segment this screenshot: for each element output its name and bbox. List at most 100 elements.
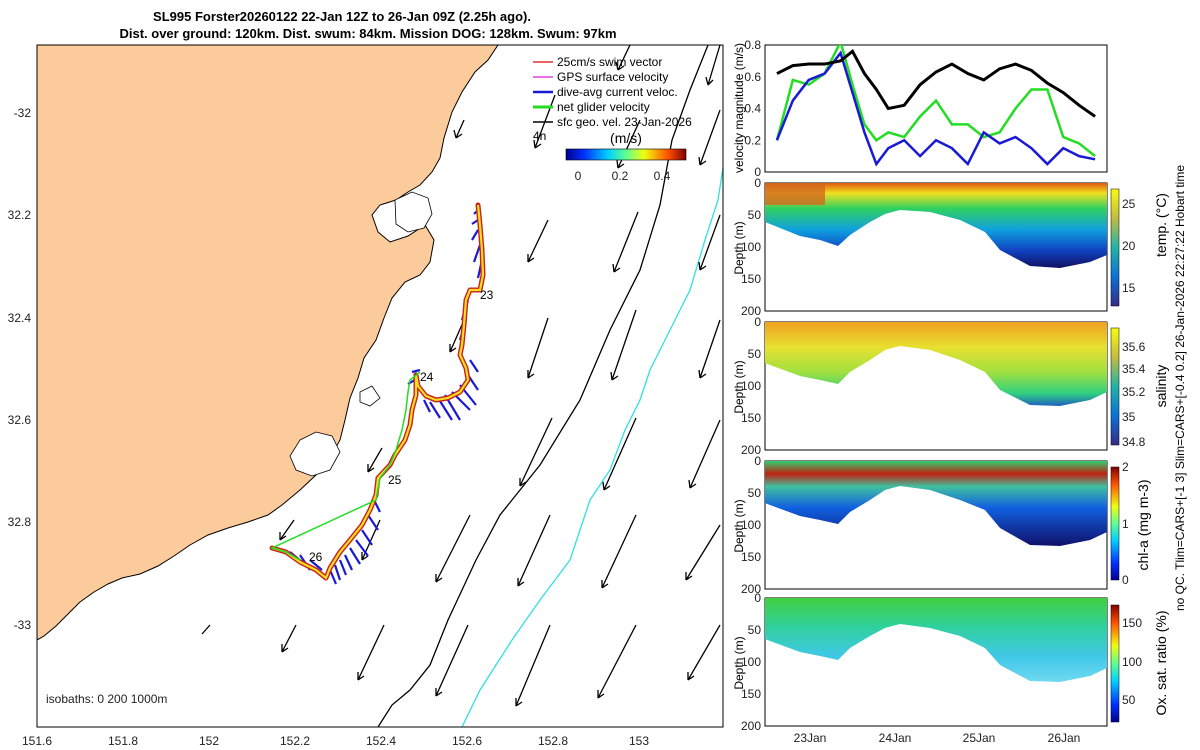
velocity-y-ticks: 0 0.2 0.4 0.6 0.8 bbox=[744, 38, 761, 179]
net-glider-velocity-line bbox=[269, 371, 421, 561]
temp-cbar-tick: 20 bbox=[1122, 239, 1136, 253]
velocity-ylabel: velocity magnitude (m/s) bbox=[732, 43, 746, 173]
sal-section bbox=[765, 322, 1107, 406]
ox-cbar-tick: 100 bbox=[1122, 655, 1142, 669]
ox-section bbox=[765, 598, 1107, 682]
ox-cbar-tick: 150 bbox=[1122, 616, 1142, 630]
legend-4h: 4h bbox=[533, 129, 546, 143]
sal-cbar-tick: 35.2 bbox=[1122, 385, 1146, 399]
legend-net: net glider velocity bbox=[557, 100, 650, 114]
depth-tick: 200 bbox=[741, 719, 761, 733]
day-label-25: 25 bbox=[388, 473, 402, 487]
ox-depth-label: Depth (m) bbox=[732, 636, 746, 689]
map-xtick: 152 bbox=[199, 734, 219, 748]
depth-ticks: 0 50 100 150 200 0 50 100 150 200 0 50 1… bbox=[741, 176, 761, 733]
depth-tick: 50 bbox=[748, 347, 762, 361]
velocity-series-line-1 bbox=[775, 45, 1096, 158]
temperature-panel bbox=[764, 182, 1108, 312]
date-tick: 23Jan bbox=[794, 731, 827, 745]
legend-units: (m/s) bbox=[610, 130, 642, 146]
velocity-ytick: 0 bbox=[754, 165, 761, 179]
map-ytick: 32.6 bbox=[8, 413, 32, 427]
map-xtick: 151.6 bbox=[22, 734, 52, 748]
title-line2: Dist. over ground: 120km. Dist. swum: 84… bbox=[119, 26, 616, 41]
day-label-26: 26 bbox=[309, 550, 323, 564]
salinity-panel bbox=[764, 321, 1108, 451]
depth-tick: 50 bbox=[748, 486, 762, 500]
sal-cbar-tick: 35.4 bbox=[1122, 362, 1146, 376]
temp-depth-label: Depth (m) bbox=[732, 221, 746, 274]
date-tick: 26Jan bbox=[1048, 731, 1081, 745]
chl-cbar-tick: 2 bbox=[1122, 460, 1129, 474]
depth-tick: 50 bbox=[748, 208, 762, 222]
chl-cbar-label: chl-a (mg m-3) bbox=[1135, 479, 1151, 570]
temp-section bbox=[765, 183, 1107, 268]
day-label-24: 24 bbox=[420, 370, 434, 384]
depth-tick: 0 bbox=[754, 454, 761, 468]
depth-tick: 0 bbox=[754, 591, 761, 605]
depth-tick: 200 bbox=[741, 443, 761, 457]
map-legend: 25cm/s swim vector GPS surface velocity … bbox=[533, 55, 692, 183]
speed-cbar-tick: 0 bbox=[575, 169, 582, 183]
map-ytick: -33 bbox=[14, 618, 32, 632]
temp-colorbar bbox=[1110, 188, 1120, 307]
map-xtick: 152.6 bbox=[452, 734, 482, 748]
velocity-ytick: 0.4 bbox=[744, 102, 761, 116]
legend-gps: GPS surface velocity bbox=[557, 70, 668, 84]
chl-section bbox=[765, 461, 1107, 546]
isobath-1000m bbox=[461, 167, 723, 727]
land-mass bbox=[37, 45, 499, 641]
sal-cbar-label: salinity bbox=[1153, 365, 1169, 408]
legend-swim: 25cm/s swim vector bbox=[557, 55, 662, 69]
depth-tick: 100 bbox=[741, 379, 761, 393]
isobath-200m bbox=[377, 45, 709, 727]
depth-tick: 100 bbox=[741, 240, 761, 254]
lake-north bbox=[394, 191, 433, 233]
day-label-23: 23 bbox=[480, 288, 494, 302]
speed-colorbar bbox=[565, 148, 687, 161]
depth-tick: 50 bbox=[748, 623, 762, 637]
map-panel: 23 24 25 26 151.6 151.8 152 152.2 152.4 … bbox=[8, 44, 724, 748]
map-ytick: 32.8 bbox=[8, 515, 32, 529]
dive-avg-current-vectors bbox=[289, 209, 486, 585]
chl-cbar-tick: 1 bbox=[1122, 517, 1129, 531]
map-xtick: 151.8 bbox=[108, 734, 138, 748]
depth-tick: 100 bbox=[741, 655, 761, 669]
velocity-ytick: 0.8 bbox=[744, 38, 761, 52]
map-frame bbox=[36, 44, 724, 728]
map-y-ticks: -32 32.2 32.4 32.6 32.8 -33 bbox=[8, 106, 32, 632]
date-tick: 25Jan bbox=[963, 731, 996, 745]
map-xtick: 152.8 bbox=[538, 734, 568, 748]
map-xtick: 153 bbox=[629, 734, 649, 748]
velocity-ytick: 0.6 bbox=[744, 70, 761, 84]
speed-cbar-tick: 0.2 bbox=[612, 169, 629, 183]
sal-cbar-tick: 35.6 bbox=[1122, 340, 1146, 354]
date-tick: 24Jan bbox=[879, 731, 912, 745]
ox-cbar-tick: 50 bbox=[1122, 693, 1136, 707]
sal-cbar-tick: 34.8 bbox=[1122, 435, 1146, 449]
oxygen-panel bbox=[764, 597, 1108, 727]
depth-tick: 150 bbox=[741, 687, 761, 701]
depth-tick: 100 bbox=[741, 518, 761, 532]
chl-depth-label: Depth (m) bbox=[732, 499, 746, 552]
velocity-ytick: 0.2 bbox=[744, 133, 761, 147]
colorbar-ticks: 25 20 15 35.6 35.4 35.2 35 34.8 2 1 0 15… bbox=[1122, 197, 1146, 707]
temp-cbar-tick: 25 bbox=[1122, 197, 1136, 211]
depth-tick: 0 bbox=[754, 315, 761, 329]
map-ytick: -32 bbox=[14, 106, 32, 120]
geo-velocity-arrows bbox=[201, 45, 721, 707]
depth-tick: 200 bbox=[741, 582, 761, 596]
map-xtick: 152.4 bbox=[366, 734, 396, 748]
chla-panel bbox=[764, 460, 1108, 590]
map-ytick: 32.4 bbox=[8, 311, 32, 325]
temp-warm-patch bbox=[765, 183, 825, 205]
map-xtick: 152.2 bbox=[280, 734, 310, 748]
glider-track-yellow bbox=[271, 204, 485, 580]
sal-cbar-tick: 35 bbox=[1122, 410, 1136, 424]
velocity-panel: 0 0.2 0.4 0.6 0.8 velocity magnitude (m/s) bbox=[732, 38, 1108, 179]
speed-cbar-tick: 0.4 bbox=[654, 169, 671, 183]
map-ytick: 32.2 bbox=[8, 208, 32, 222]
temp-cbar-tick: 15 bbox=[1122, 281, 1136, 295]
sal-colorbar bbox=[1110, 327, 1120, 446]
